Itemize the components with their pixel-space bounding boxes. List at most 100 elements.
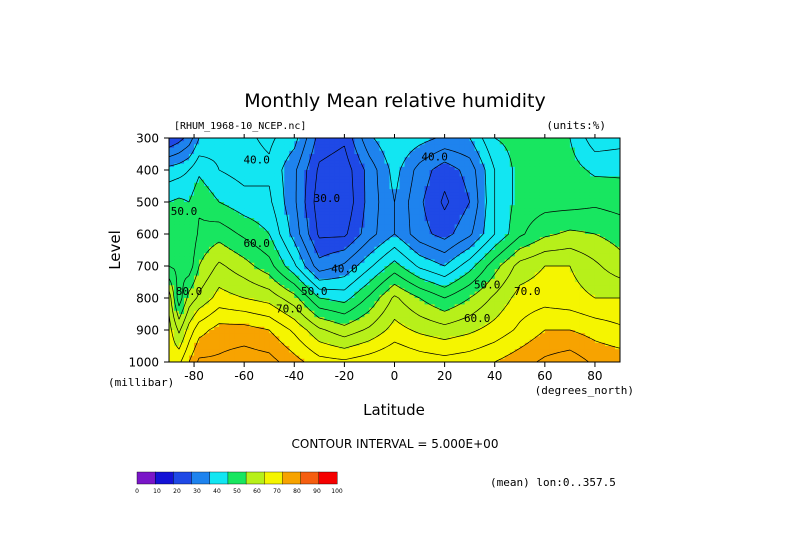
field-cell: [289, 288, 295, 293]
field-cell: [464, 250, 471, 254]
field-cell: [204, 256, 210, 261]
field-cell: [334, 285, 340, 289]
field-cell: [614, 141, 620, 145]
field-cell: [349, 163, 356, 168]
field-cell: [454, 269, 461, 273]
field-cell: [419, 301, 426, 305]
field-cell: [179, 240, 185, 245]
field-cell: [259, 240, 265, 245]
field-cell: [219, 224, 225, 229]
field-cell: [299, 202, 305, 206]
field-cell: [449, 141, 456, 145]
field-cell: [329, 189, 335, 193]
field-cell: [589, 214, 596, 219]
field-cell: [374, 278, 381, 283]
field-cell: [374, 294, 381, 299]
field-cell: [339, 218, 345, 222]
field-cell: [269, 237, 275, 241]
field-cell: [284, 304, 290, 309]
field-cell: [459, 218, 466, 222]
field-cell: [414, 150, 421, 155]
field-cell: [189, 282, 195, 286]
field-cell: [264, 173, 270, 177]
field-cell: [359, 170, 366, 174]
field-cell: [204, 310, 210, 315]
field-cell: [484, 186, 491, 190]
field-cell: [369, 211, 376, 216]
field-cell: [579, 189, 586, 193]
field-cell: [204, 208, 210, 213]
field-cell: [224, 157, 230, 161]
field-cell: [574, 221, 581, 225]
field-cell: [229, 294, 235, 299]
field-cell: [309, 218, 315, 222]
field-cell: [434, 304, 441, 309]
field-cell: [559, 288, 566, 293]
field-cell: [414, 256, 421, 261]
field-cell: [474, 282, 481, 286]
field-cell: [604, 256, 611, 261]
field-cell: [329, 240, 335, 245]
field-cell: [244, 310, 250, 315]
field-cell: [574, 253, 581, 257]
field-cell: [349, 256, 356, 261]
field-cell: [604, 218, 611, 222]
field-cell: [394, 310, 401, 315]
field-cell: [439, 144, 446, 149]
field-cell: [254, 138, 260, 142]
field-cell: [294, 147, 300, 152]
field-cell: [584, 154, 591, 158]
field-cell: [499, 224, 506, 229]
field-cell: [324, 144, 330, 149]
field-cell: [364, 224, 371, 229]
field-cell: [219, 294, 225, 299]
field-cell: [394, 166, 401, 171]
field-cell: [539, 154, 546, 158]
field-cell: [304, 202, 310, 206]
field-cell: [539, 275, 546, 280]
field-cell: [339, 307, 345, 312]
field-cell: [429, 189, 436, 193]
field-cell: [534, 294, 541, 299]
field-cell: [179, 208, 185, 213]
field-cell: [379, 230, 386, 235]
field-cell: [494, 294, 501, 299]
field-cell: [364, 246, 371, 251]
field-cell: [234, 275, 240, 280]
field-cell: [209, 230, 215, 235]
field-cell: [494, 250, 501, 254]
field-cell: [169, 259, 175, 264]
field-cell: [409, 250, 416, 254]
field-cell: [334, 301, 340, 305]
field-cell: [424, 304, 431, 309]
field-cell: [294, 301, 300, 305]
field-cell: [229, 314, 235, 318]
field-cell: [229, 234, 235, 238]
field-cell: [559, 154, 566, 158]
field-cell: [519, 138, 526, 142]
field-cell: [254, 301, 260, 305]
field-cell: [534, 150, 541, 155]
field-cell: [409, 147, 416, 152]
field-cell: [379, 288, 386, 293]
field-cell: [504, 278, 511, 283]
field-cell: [209, 221, 215, 225]
field-cell: [479, 221, 486, 225]
field-cell: [424, 288, 431, 293]
field-cell: [564, 301, 571, 305]
field-cell: [579, 186, 586, 190]
field-cell: [399, 304, 406, 309]
field-cell: [304, 150, 310, 155]
field-cell: [284, 224, 290, 229]
field-cell: [609, 154, 616, 158]
field-cell: [259, 246, 265, 251]
field-cell: [564, 150, 571, 155]
field-cell: [554, 246, 561, 251]
field-cell: [394, 269, 401, 273]
field-cell: [524, 173, 531, 177]
field-cell: [564, 144, 571, 149]
field-cell: [334, 230, 340, 235]
field-cell: [319, 301, 325, 305]
field-cell: [534, 253, 541, 257]
field-cell: [209, 173, 215, 177]
